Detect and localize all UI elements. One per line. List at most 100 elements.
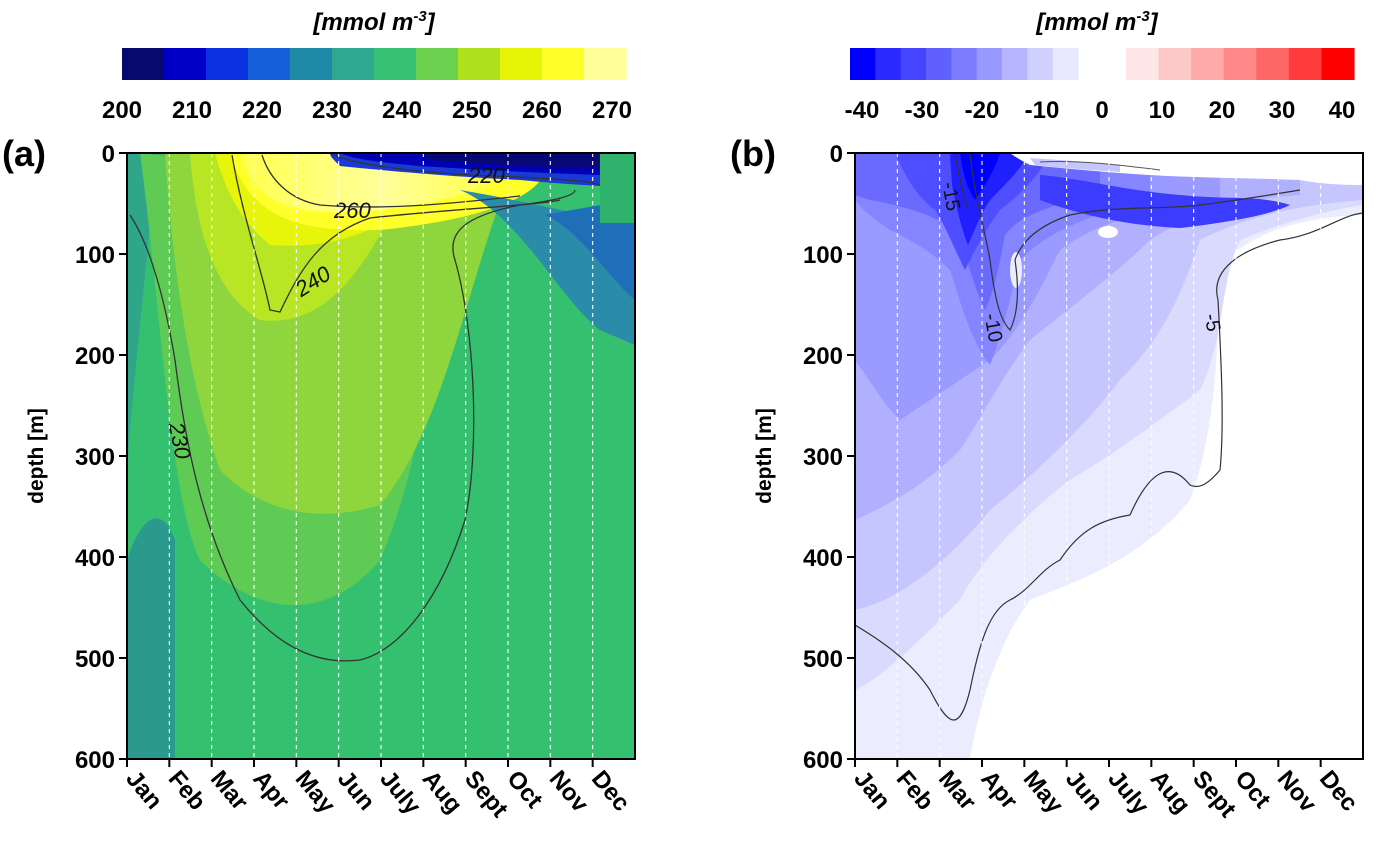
contour-b-label-minus5: -5	[1200, 312, 1225, 333]
contour-b-minus15	[954, 153, 969, 211]
colorbar-b-ticks: -40 -30 -20 -10 0 10 20 30 40	[845, 97, 1356, 124]
colorbar-a-ticks: 200 210 220 230 240 250 260 270	[102, 97, 632, 124]
panel-a: (a) [mmol m-3] 200 210 220 230 240 250 260 270	[2, 8, 636, 823]
y-tick-label-a-3: 300	[75, 444, 115, 471]
contour-b-minus10	[969, 153, 1301, 332]
colorbar-a-tick-label-1: 210	[172, 97, 212, 124]
colorbar-b-neg-cell-1	[875, 48, 902, 80]
colorbar-b-tick-label-4: 0	[1095, 97, 1108, 124]
contour-a-230	[129, 189, 576, 662]
y-tick-label-a-4: 400	[75, 545, 115, 572]
contour-a-220	[329, 153, 601, 186]
panel-b-label: (b)	[730, 133, 776, 174]
heatmap-b	[855, 153, 1363, 759]
y-tick-label-a-0: 0	[102, 141, 115, 168]
colorbar-a-cell-8	[458, 48, 501, 80]
contour-a-260	[261, 154, 521, 208]
colorbar-b-neg-cell-3	[926, 48, 952, 80]
x-tick-label-b-1: Feb	[891, 766, 939, 816]
field-a-bottom-teal	[127, 518, 175, 759]
colorbar-b-tick-label-6: 20	[1209, 97, 1236, 124]
y-tick-label-b-6: 600	[803, 747, 843, 774]
heatmap-a	[127, 153, 635, 759]
contour-b-small-1	[1039, 161, 1161, 171]
x-tick-label-b-3: Apr	[975, 766, 1022, 815]
colorbar-b-tick-label-5: 10	[1149, 97, 1176, 124]
colorbar-a-cell-11	[584, 48, 627, 80]
x-tick-label-b-6: July	[1102, 766, 1154, 821]
x-tick-label-a-7: Aug	[417, 766, 468, 819]
panel-a-label: (a)	[2, 133, 46, 174]
y-tick-label-a-5: 500	[75, 646, 115, 673]
colorbar-a-tick-label-4: 240	[382, 97, 422, 124]
y-axis-title-b: depth [m]	[753, 408, 776, 504]
panel-b: (b) [mmol m-3] -40 -30 -20 -10 0 10 20 30 40	[730, 8, 1364, 823]
y-tick-label-b-5: 500	[803, 646, 843, 673]
x-tick-label-a-8: Sept	[459, 766, 513, 823]
x-tick-label-b-5: Jun	[1060, 766, 1108, 816]
colorbar-a-cell-4	[290, 48, 333, 80]
x-tick-label-a-3: Apr	[247, 766, 294, 815]
x-tick-label-b-0: Jan	[848, 766, 895, 815]
colorbar-a-cell-5	[332, 48, 375, 80]
field-a-topright-green	[600, 153, 635, 223]
contour-a-240	[231, 154, 561, 313]
colorbar-b-pos-cell-5	[1288, 48, 1323, 80]
colorbar-b-pos-cell-3	[1223, 48, 1257, 80]
y-tick-label-b-4: 400	[803, 545, 843, 572]
x-tick-label-b-11: Dec	[1314, 766, 1363, 817]
colorbar-b-pos-cell-2	[1191, 48, 1225, 80]
colorbar-a-cell-2	[206, 48, 249, 80]
y-tick-label-b-2: 200	[803, 343, 843, 370]
x-tick-label-a-4: May	[290, 766, 341, 820]
contour-a-label-220: 220	[467, 163, 505, 188]
contour-b-label-minus10: -10	[979, 312, 1006, 344]
colorbar-a-tick-label-7: 270	[592, 97, 632, 124]
y-tick-label-a-2: 200	[75, 343, 115, 370]
colorbar-a-tick-label-6: 260	[522, 97, 562, 124]
colorbar-b-neg-cell-4	[951, 48, 978, 80]
x-tick-label-b-10: Nov	[1272, 766, 1322, 819]
colorbar-a-cell-3	[248, 48, 291, 80]
x-tick-label-a-2: Mar	[205, 766, 253, 816]
field-a-blue-right	[545, 200, 635, 300]
colorbar-a-tick-label-5: 250	[452, 97, 492, 124]
colorbar-b-pos-cell-4	[1256, 48, 1290, 80]
x-tick-label-b-2: Mar	[933, 766, 981, 816]
field-a-navy-core	[420, 153, 600, 168]
field-b-level-minus20	[960, 153, 1000, 200]
colorbar-b-neg-cell-6	[1002, 48, 1028, 80]
colorbar-b-tick-label-1: -30	[905, 97, 940, 124]
x-tick-label-a-0: Jan	[120, 766, 167, 815]
y-tick-label-b-0: 0	[830, 141, 843, 168]
colorbar-b-neg-cell-8	[1052, 48, 1079, 80]
x-tick-label-a-6: July	[374, 766, 426, 821]
colorbar-b-tick-label-3: -10	[1025, 97, 1060, 124]
contour-b-minus5	[855, 212, 1363, 721]
colorbar-a-title: [mmol m-3]	[312, 8, 435, 36]
colorbar-b-neg-cell-2	[900, 48, 927, 80]
colorbar-a-cell-6	[374, 48, 417, 80]
colorbar-b-title: [mmol m-3]	[1035, 8, 1158, 36]
colorbar-b-cells	[850, 48, 1355, 80]
colorbar-a-tick-label-0: 200	[102, 97, 142, 124]
x-tick-label-a-5: Jun	[332, 766, 380, 816]
colorbar-a-cell-10	[542, 48, 585, 80]
y-tick-label-b-3: 300	[803, 444, 843, 471]
colorbar-b-pos-cell-1	[1158, 48, 1192, 80]
contour-a-label-260: 260	[333, 198, 371, 223]
month-gridlines-a	[168, 153, 594, 759]
colorbar-b-pos-cell-0	[1126, 48, 1160, 80]
month-gridlines-b	[896, 153, 1322, 759]
field-b-white-top	[1010, 153, 1363, 185]
x-tick-label-a-10: Nov	[544, 766, 594, 819]
x-tick-label-b-7: Aug	[1145, 766, 1196, 819]
y-tick-label-a-1: 100	[75, 242, 115, 269]
colorbar-a-cell-1	[164, 48, 207, 80]
y-tick-label-b-1: 100	[803, 242, 843, 269]
colorbar-a-cell-9	[500, 48, 543, 80]
colorbar-b-neg-cell-0	[850, 48, 876, 80]
colorbar-a-cells	[122, 48, 627, 80]
field-a-left-teal	[127, 153, 155, 480]
